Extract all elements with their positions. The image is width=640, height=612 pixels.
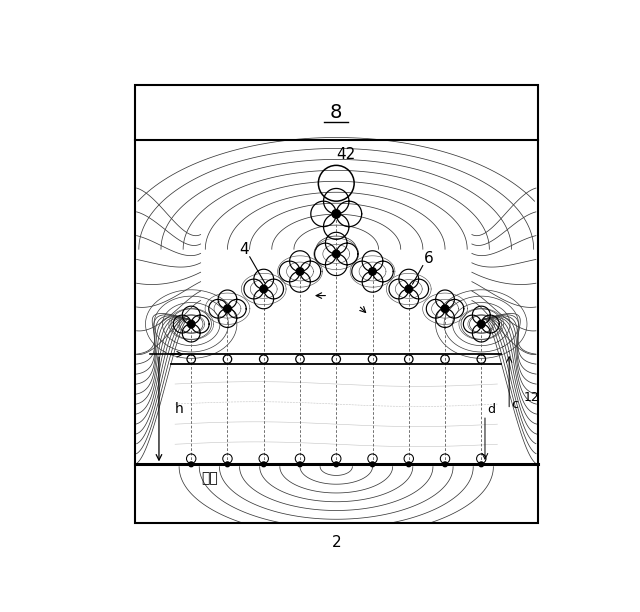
Circle shape xyxy=(477,320,485,328)
Circle shape xyxy=(189,462,193,467)
Circle shape xyxy=(224,305,231,313)
Circle shape xyxy=(406,462,411,467)
Text: 42: 42 xyxy=(336,147,355,162)
Circle shape xyxy=(296,267,304,275)
Text: 4: 4 xyxy=(239,242,248,257)
Circle shape xyxy=(370,462,375,467)
Bar xyxy=(135,85,538,523)
Text: 2: 2 xyxy=(332,536,341,550)
Text: h: h xyxy=(175,402,184,416)
Circle shape xyxy=(188,320,195,328)
Text: 8: 8 xyxy=(330,103,342,122)
Circle shape xyxy=(405,285,413,293)
Circle shape xyxy=(260,285,268,293)
Circle shape xyxy=(334,462,339,467)
Circle shape xyxy=(332,210,340,218)
Text: d: d xyxy=(487,403,495,416)
Circle shape xyxy=(298,462,302,467)
Circle shape xyxy=(225,462,230,467)
Text: 基板: 基板 xyxy=(201,471,218,485)
Circle shape xyxy=(332,250,340,258)
Circle shape xyxy=(261,462,266,467)
Text: 6: 6 xyxy=(424,251,434,266)
Text: 12: 12 xyxy=(524,391,539,405)
Circle shape xyxy=(441,305,449,313)
Circle shape xyxy=(443,462,447,467)
Circle shape xyxy=(479,462,484,467)
Text: c: c xyxy=(511,398,518,411)
Circle shape xyxy=(369,267,376,275)
